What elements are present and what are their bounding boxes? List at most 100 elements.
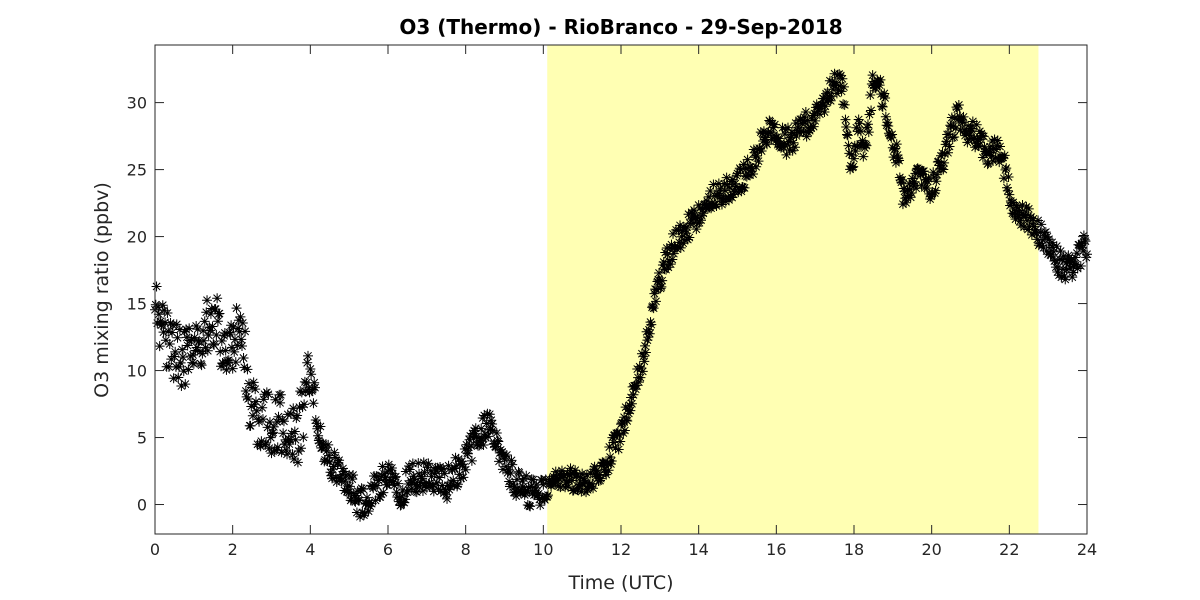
data-point bbox=[410, 479, 421, 490]
data-point bbox=[1043, 249, 1054, 260]
data-point bbox=[835, 70, 846, 81]
data-point bbox=[633, 377, 644, 388]
data-point bbox=[1041, 245, 1052, 256]
data-point bbox=[657, 260, 668, 271]
data-point bbox=[971, 119, 982, 130]
data-point bbox=[504, 481, 515, 492]
data-point bbox=[466, 455, 477, 466]
data-point bbox=[943, 129, 954, 140]
data-point bbox=[229, 346, 240, 357]
data-point bbox=[167, 320, 178, 331]
data-point bbox=[321, 446, 332, 457]
data-point bbox=[1029, 221, 1040, 232]
data-point bbox=[882, 117, 893, 128]
data-point bbox=[285, 434, 296, 445]
data-point bbox=[1060, 274, 1071, 285]
data-point bbox=[787, 145, 798, 156]
data-point bbox=[452, 479, 463, 490]
data-point bbox=[175, 357, 186, 368]
data-point bbox=[528, 474, 539, 485]
data-point bbox=[879, 88, 890, 99]
data-point bbox=[286, 428, 297, 439]
data-point bbox=[605, 458, 616, 469]
data-point bbox=[174, 324, 185, 335]
data-point bbox=[964, 130, 975, 141]
data-point bbox=[250, 384, 261, 395]
data-point bbox=[203, 330, 214, 341]
data-point bbox=[174, 361, 185, 372]
data-point bbox=[200, 342, 211, 353]
data-point bbox=[225, 329, 236, 340]
data-point bbox=[733, 187, 744, 198]
data-point bbox=[880, 92, 891, 103]
data-point bbox=[223, 355, 234, 366]
data-point bbox=[183, 364, 194, 375]
data-point bbox=[615, 436, 626, 447]
data-point bbox=[841, 122, 852, 133]
data-point bbox=[491, 427, 502, 438]
data-point bbox=[740, 170, 751, 181]
data-point bbox=[1070, 252, 1081, 263]
data-point bbox=[618, 427, 629, 438]
data-point bbox=[372, 480, 383, 491]
data-point bbox=[595, 473, 606, 484]
data-point bbox=[807, 114, 818, 125]
data-point bbox=[258, 394, 269, 405]
data-point bbox=[333, 457, 344, 468]
data-point bbox=[567, 475, 578, 486]
data-point bbox=[601, 469, 612, 480]
data-point bbox=[887, 129, 898, 140]
data-point bbox=[410, 486, 421, 497]
data-point bbox=[1050, 255, 1061, 266]
data-point bbox=[1020, 210, 1031, 221]
data-point bbox=[507, 459, 518, 470]
data-point bbox=[379, 474, 390, 485]
data-point bbox=[328, 461, 339, 472]
data-point bbox=[644, 328, 655, 339]
data-point bbox=[292, 457, 303, 468]
data-point bbox=[457, 459, 468, 470]
data-point bbox=[854, 118, 865, 129]
data-point bbox=[942, 147, 953, 158]
data-point bbox=[418, 457, 429, 468]
data-point bbox=[393, 478, 404, 489]
data-point bbox=[176, 380, 187, 391]
data-point bbox=[605, 451, 616, 462]
data-point bbox=[960, 126, 971, 137]
data-point bbox=[362, 492, 373, 503]
data-point bbox=[991, 140, 1002, 151]
data-point bbox=[536, 475, 547, 486]
data-point bbox=[831, 88, 842, 99]
data-point bbox=[477, 412, 488, 423]
data-point bbox=[933, 156, 944, 167]
data-point bbox=[909, 176, 920, 187]
data-point bbox=[358, 510, 369, 521]
data-point bbox=[518, 481, 529, 492]
data-point bbox=[1059, 271, 1070, 282]
data-point bbox=[372, 471, 383, 482]
data-point bbox=[844, 148, 855, 159]
data-point bbox=[379, 468, 390, 479]
data-point bbox=[407, 477, 418, 488]
x-tick-label: 0 bbox=[150, 540, 160, 559]
data-point bbox=[861, 140, 872, 151]
data-point bbox=[198, 325, 209, 336]
data-point bbox=[311, 418, 322, 429]
data-point bbox=[400, 466, 411, 477]
data-point bbox=[229, 334, 240, 345]
data-point bbox=[506, 455, 517, 466]
data-point bbox=[989, 134, 1000, 145]
data-point bbox=[922, 176, 933, 187]
data-point bbox=[222, 355, 233, 366]
data-point bbox=[594, 470, 605, 481]
data-point bbox=[1048, 246, 1059, 257]
data-point bbox=[1014, 205, 1025, 216]
data-point bbox=[937, 147, 948, 158]
data-point bbox=[911, 183, 922, 194]
data-point bbox=[542, 490, 553, 501]
data-point bbox=[230, 357, 241, 368]
data-point bbox=[522, 486, 533, 497]
data-point bbox=[727, 174, 738, 185]
data-point bbox=[435, 486, 446, 497]
data-point bbox=[708, 179, 719, 190]
